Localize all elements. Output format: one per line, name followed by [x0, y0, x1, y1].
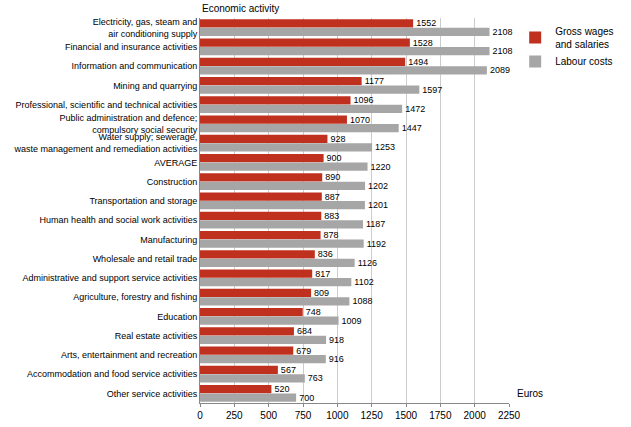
- svg-text:1447: 1447: [402, 123, 422, 133]
- svg-text:836: 836: [318, 249, 333, 259]
- svg-text:679: 679: [296, 346, 311, 356]
- svg-text:883: 883: [324, 211, 339, 221]
- svg-text:928: 928: [330, 134, 345, 144]
- svg-text:1096: 1096: [354, 95, 374, 105]
- svg-text:887: 887: [325, 192, 340, 202]
- svg-text:Accommodation and food service: Accommodation and food service activitie…: [27, 369, 198, 379]
- svg-text:1202: 1202: [368, 181, 388, 191]
- svg-text:Economic activity: Economic activity: [202, 3, 279, 14]
- svg-text:1250: 1250: [361, 410, 384, 421]
- svg-text:1597: 1597: [422, 85, 442, 95]
- svg-text:250: 250: [226, 410, 243, 421]
- svg-text:918: 918: [329, 335, 344, 345]
- svg-text:0: 0: [197, 410, 203, 421]
- svg-text:Wholesale and retail trade: Wholesale and retail trade: [93, 254, 198, 264]
- svg-text:1088: 1088: [352, 296, 372, 306]
- svg-text:Education: Education: [157, 312, 197, 322]
- svg-text:2089: 2089: [490, 65, 510, 75]
- svg-text:1750: 1750: [429, 410, 452, 421]
- svg-text:1192: 1192: [367, 239, 386, 249]
- svg-text:1000: 1000: [326, 410, 349, 421]
- svg-text:Manufacturing: Manufacturing: [140, 235, 197, 245]
- svg-text:2000: 2000: [464, 410, 487, 421]
- svg-text:AVERAGE: AVERAGE: [154, 158, 197, 168]
- svg-text:1201: 1201: [368, 200, 388, 210]
- svg-text:1009: 1009: [342, 316, 362, 326]
- svg-text:Labour costs: Labour costs: [555, 56, 612, 67]
- svg-text:Transportation and storage: Transportation and storage: [89, 196, 197, 206]
- svg-text:1500: 1500: [395, 410, 418, 421]
- svg-text:1102: 1102: [354, 277, 373, 287]
- svg-text:2108: 2108: [493, 27, 513, 37]
- svg-text:520: 520: [274, 384, 289, 394]
- svg-text:Administrative and support ser: Administrative and support service activ…: [23, 273, 198, 283]
- svg-text:809: 809: [314, 288, 329, 298]
- svg-text:700: 700: [299, 393, 314, 403]
- svg-text:1253: 1253: [375, 142, 395, 152]
- svg-text:1126: 1126: [358, 258, 377, 268]
- svg-text:Real estate activities: Real estate activities: [115, 331, 198, 341]
- svg-text:Gross wagesand salaries: Gross wagesand salaries: [555, 26, 613, 50]
- svg-text:878: 878: [324, 230, 339, 240]
- svg-text:763: 763: [308, 373, 323, 383]
- svg-text:1552: 1552: [416, 18, 436, 28]
- svg-text:Water supply; sewerage,waste m: Water supply; sewerage,waste management …: [14, 132, 198, 154]
- svg-text:Information and communication: Information and communication: [72, 61, 198, 71]
- svg-text:Other service activities: Other service activities: [107, 389, 198, 399]
- svg-text:1494: 1494: [408, 57, 428, 67]
- svg-text:Public administration and defe: Public administration and defence;compul…: [60, 113, 198, 135]
- svg-text:2250: 2250: [498, 410, 521, 421]
- svg-text:567: 567: [281, 365, 296, 375]
- svg-text:Professional, scientific and t: Professional, scientific and technical a…: [16, 100, 198, 110]
- svg-text:Arts, entertainment and recrea: Arts, entertainment and recreation: [61, 350, 197, 360]
- svg-text:900: 900: [327, 153, 342, 163]
- svg-text:1177: 1177: [365, 76, 384, 86]
- svg-text:Euros: Euros: [517, 388, 543, 399]
- svg-text:890: 890: [325, 172, 340, 182]
- svg-text:1070: 1070: [350, 115, 370, 125]
- svg-text:916: 916: [329, 354, 344, 364]
- svg-text:817: 817: [315, 269, 330, 279]
- svg-text:1187: 1187: [366, 219, 385, 229]
- svg-text:748: 748: [306, 307, 321, 317]
- svg-text:Agriculture, forestry and fish: Agriculture, forestry and fishing: [73, 292, 197, 302]
- svg-text:2108: 2108: [493, 46, 513, 56]
- svg-text:Mining and quarrying: Mining and quarrying: [113, 81, 197, 91]
- svg-text:1528: 1528: [413, 38, 433, 48]
- svg-text:Financial and insurance activi: Financial and insurance activities: [65, 42, 198, 52]
- svg-text:750: 750: [295, 410, 312, 421]
- svg-text:1220: 1220: [371, 162, 391, 172]
- svg-text:684: 684: [297, 326, 312, 336]
- svg-text:500: 500: [260, 410, 277, 421]
- svg-text:1472: 1472: [405, 104, 425, 114]
- svg-text:Electricity, gas, steam andair: Electricity, gas, steam andair condition…: [93, 17, 198, 39]
- svg-text:Human health and social work a: Human health and social work activities: [40, 215, 198, 225]
- svg-text:Construction: Construction: [147, 177, 198, 187]
